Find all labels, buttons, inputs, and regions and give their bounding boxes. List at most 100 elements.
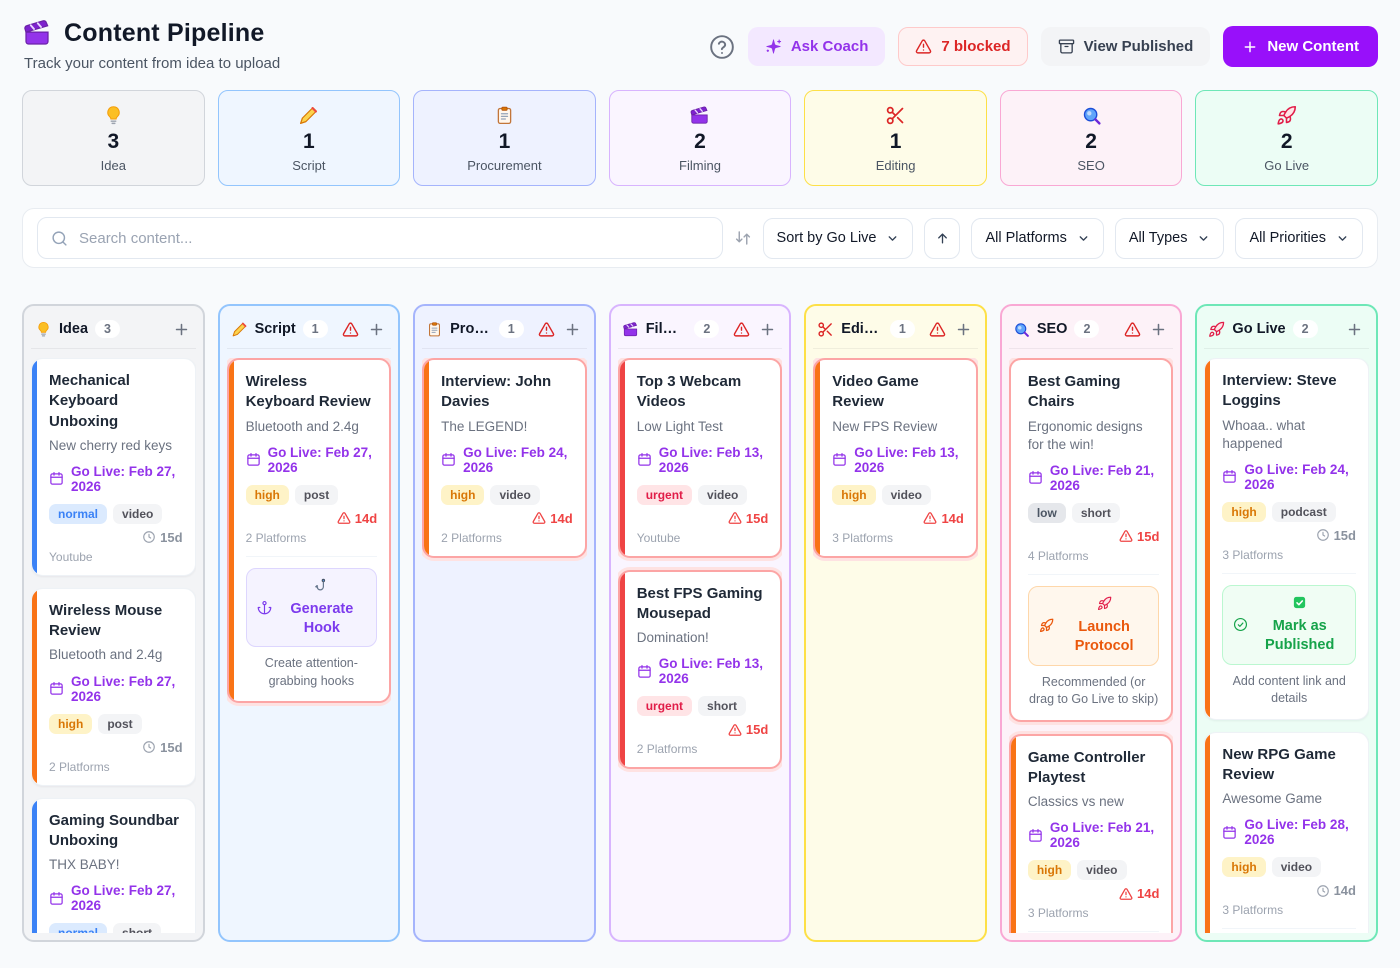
new-content-button[interactable]: New Content [1223,26,1378,67]
card-meta: normal short 15d [49,923,183,933]
priority-accent [1010,735,1016,933]
search-box[interactable] [37,217,723,259]
add-card-button[interactable] [171,321,192,338]
priority-badge: low [1027,502,1066,523]
clapper-icon [689,105,710,126]
add-card-button[interactable] [1148,321,1169,338]
hook-button[interactable]: Generate Hook [245,567,378,648]
content-card[interactable]: Video Game Review New FPS Review Go Live… [813,358,978,558]
card-subtitle: Low Light Test [636,418,723,434]
stat-card-seo[interactable]: 2 SEO [999,90,1183,186]
content-card[interactable]: Game Controller Playtest Classics vs new… [1008,733,1174,933]
stat-card-editing[interactable]: 1 Editing [804,90,987,186]
stat-card-golive[interactable]: 2 Go Live [1195,90,1378,186]
priority-accent [32,798,37,933]
type-badge: post [98,713,142,734]
launch-button[interactable]: Launch Protocol [1027,585,1160,666]
column-name: SEO [1036,321,1068,337]
add-card-button[interactable] [1344,321,1365,338]
card-subtitle: New FPS Review [832,418,938,434]
sort-select[interactable]: Sort by Go Live [762,217,914,259]
column-header: Filming 2 [617,313,783,349]
platforms-select[interactable]: All Platforms [971,217,1104,259]
ask-coach-button[interactable]: Ask Coach [747,27,886,66]
add-card-button[interactable] [757,321,778,338]
priority-accent [619,360,625,556]
content-card[interactable]: Wireless Keyboard Review Bluetooth and 2… [226,358,392,704]
card-subtitle: Ergonomic designs for the win! [1027,418,1143,452]
card-meta: high video 14d [1222,857,1356,898]
content-card[interactable]: Top 3 Webcam Videos Low Light Test Go Li… [617,358,783,558]
publish-button[interactable]: Mark as Published [1222,584,1356,665]
column-count-badge: 2 [1074,320,1100,338]
type-badge: short [1071,502,1120,523]
sort-direction-button[interactable] [924,217,961,259]
content-card[interactable]: Mechanical Keyboard Unboxing New cherry … [31,358,196,576]
stat-card-idea[interactable]: 3 Idea [22,90,205,186]
stat-card-script[interactable]: 1 Script [217,90,401,186]
card-meta: urgent short 15d [636,696,768,737]
rocket-icon [1276,105,1297,126]
view-published-label: View Published [1083,38,1194,55]
priority-accent [32,359,37,575]
plus-icon [955,321,972,338]
calendar-icon [49,681,64,696]
alert-red-icon [1119,529,1133,543]
days-left: 15d [1119,529,1159,544]
content-card[interactable]: New RPG Game Review Awesome Game Go Live… [1204,731,1369,933]
content-card[interactable]: Gaming Soundbar Unboxing THX BABY! Go Li… [31,797,196,933]
chevron-down-icon [1077,232,1090,245]
card-subtitle: Domination! [636,630,709,646]
calendar-icon [246,452,261,467]
sort-select-value: Sort by Go Live [776,230,877,246]
card-action-area: Generate Hook Create attention-grabbing … [245,555,378,691]
platforms-label: 2 Platforms [245,530,307,545]
priorities-select[interactable]: All Priorities [1235,217,1363,259]
question-icon [709,34,735,60]
card-action-area: Mark as Published Add content link and d… [1222,928,1356,933]
days-left: 15d [728,511,768,526]
view-published-button[interactable]: View Published [1040,27,1211,66]
go-live-date: Go Live: Feb 13, 2026 [832,445,964,475]
card-title: Video Game Review [832,373,919,411]
blocked-count-button[interactable]: 7 blocked [898,27,1028,66]
go-live-date: Go Live: Feb 27, 2026 [49,674,183,704]
clapper-icon [22,18,52,48]
stat-count: 1 [303,130,315,153]
content-card[interactable]: Best Gaming Chairs Ergonomic designs for… [1008,358,1174,722]
priority-badge: high [441,484,485,505]
card-meta: high podcast 15d [1222,501,1356,543]
add-card-button[interactable] [562,321,583,338]
page-title: Content Pipeline [64,18,265,47]
go-live-date: Go Live: Feb 21, 2026 [1028,463,1160,493]
platforms-label: 3 Platforms [1222,903,1284,918]
add-card-button[interactable] [366,321,387,338]
column-cards: Wireless Keyboard Review Bluetooth and 2… [226,358,392,933]
card-title: Mechanical Keyboard Unboxing [49,372,130,430]
add-card-button[interactable] [953,321,974,338]
type-badge: video [113,503,163,524]
types-select[interactable]: All Types [1114,217,1225,259]
content-card[interactable]: Interview: Steve Loggins Whoaa.. what ha… [1204,358,1369,720]
stat-card-procurement[interactable]: 1 Procurement [413,90,596,186]
column-header: Procurement 1 [422,313,587,349]
stat-card-filming[interactable]: 2 Filming [608,90,792,186]
priority-badge: high [1222,501,1266,522]
clipboard-icon [426,321,443,338]
clock-icon [142,530,156,544]
days-left: 15d [1316,528,1356,543]
column-header: Editing 1 [813,313,978,349]
priority-accent [228,360,234,702]
content-card[interactable]: Wireless Mouse Review Bluetooth and 2.4g… [31,587,196,786]
card-subtitle: Awesome Game [1222,791,1322,807]
help-icon[interactable] [709,34,735,60]
action-note: Create attention-grabbing hooks [264,656,358,688]
content-card[interactable]: Interview: John Davies The LEGEND! Go Li… [422,358,587,558]
content-card[interactable]: Best FPS Gaming Mousepad Domination! Go … [617,569,783,770]
card-title: Interview: Steve Loggins [1222,372,1337,410]
column-header: Idea 3 [31,313,196,349]
sort-arrows-icon [734,229,752,247]
scissors-icon [817,321,834,338]
search-input[interactable] [77,228,709,248]
pen-icon [231,321,248,338]
